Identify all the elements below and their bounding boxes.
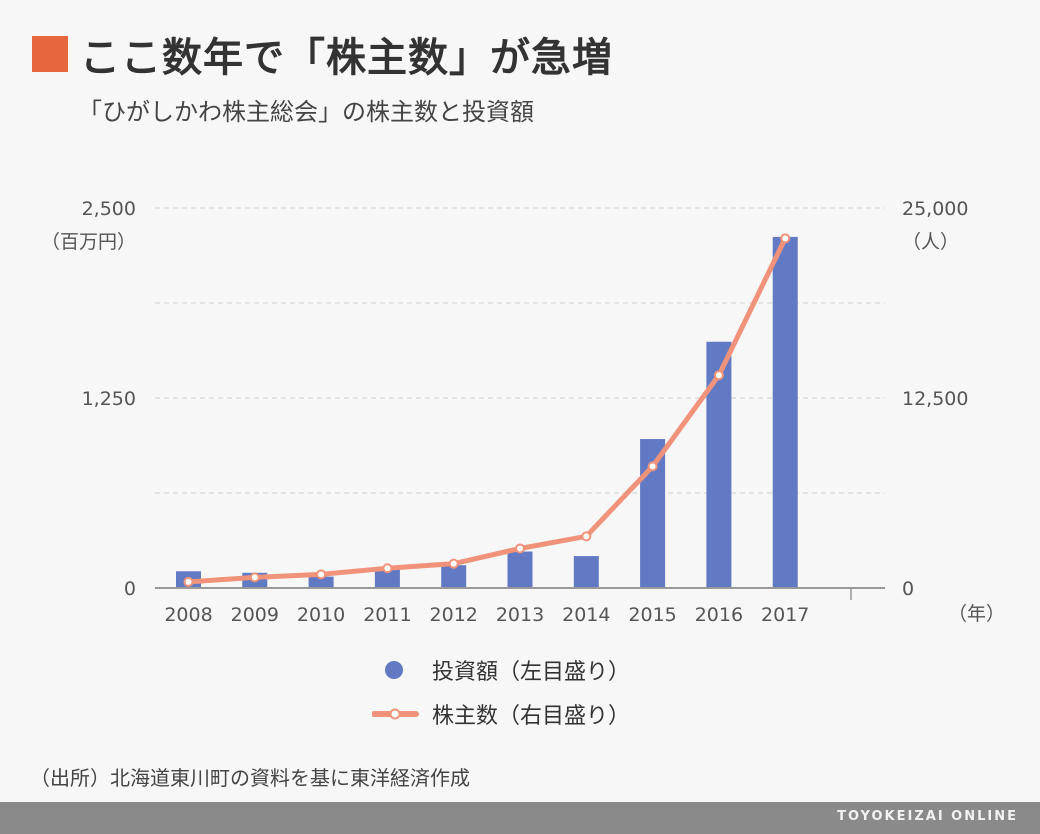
left-tick-label-2: 2,500 (82, 198, 136, 220)
legend-bar-marker-icon (372, 655, 420, 685)
line-point-2011 (382, 563, 393, 574)
line-point-2014 (581, 531, 592, 542)
footer-brand: TOYOKEIZAI ONLINE (837, 809, 1018, 824)
axes: 2008 2009 2010 2011 2012 2013 2014 2015 2016 2017… (82, 198, 969, 626)
x-axis-unit: （年） (948, 603, 1005, 625)
left-axis-unit: （百万円） (41, 231, 136, 253)
line-point-2008 (183, 576, 194, 587)
legend-item-line: 株主数（右目盛り） (371, 692, 631, 736)
x-tick-label-2017: 2017 (761, 604, 809, 626)
grid-lines (155, 207, 885, 494)
x-tick-label-2009: 2009 (231, 604, 279, 626)
line-point-2010 (316, 569, 327, 580)
bar-2011 (374, 568, 400, 588)
line-path (186, 235, 788, 585)
left-tick-label-0: 0 (124, 578, 136, 600)
legend-line-label: 株主数（右目盛り） (432, 704, 631, 729)
bar-2015 (640, 439, 666, 588)
line-point-2015 (647, 461, 658, 472)
x-tick-label-2011: 2011 (363, 604, 411, 626)
axis-labels: （百万円） （人） （年） (41, 231, 1005, 625)
x-tick-label-2015: 2015 (628, 604, 676, 626)
line-series (183, 233, 791, 587)
bar-series (176, 236, 798, 588)
title-square-icon (32, 36, 68, 72)
bar-2013 (507, 551, 533, 588)
bar-2012 (441, 565, 467, 588)
line-point-2017 (780, 233, 791, 244)
legend: 投資額（左目盛り） 株主数（右目盛り） (371, 648, 631, 736)
bar-2010 (308, 576, 334, 588)
line-point-2012 (448, 558, 459, 569)
x-tick-label-2010: 2010 (297, 604, 345, 626)
bar-2014 (573, 556, 599, 588)
right-tick-label-1: 12,500 (902, 388, 968, 410)
legend-item-bars: 投資額（左目盛り） (372, 648, 630, 692)
line-point-2016 (713, 370, 724, 381)
footer-bar: TOYOKEIZAI ONLINE (0, 802, 1040, 834)
left-tick-label-1: 1,250 (82, 388, 136, 410)
x-tick-label-2014: 2014 (562, 604, 610, 626)
x-tick-label-2012: 2012 (430, 604, 478, 626)
line-point-2013 (515, 543, 525, 554)
chart-title: ここ数年で「株主数」が急増 (80, 35, 613, 81)
x-tick-label-2008: 2008 (164, 604, 212, 626)
title-block: ここ数年で「株主数」が急増 (32, 24, 613, 84)
legend-line-marker-icon (371, 699, 420, 729)
source-note: （出所）北海道東川町の資料を基に東洋経済作成 (30, 766, 470, 790)
right-tick-label-0: 0 (902, 578, 914, 600)
line-point-2009 (249, 572, 260, 583)
legend-bar-label: 投資額（左目盛り） (432, 660, 631, 685)
bar-2017 (772, 236, 798, 588)
right-tick-label-2: 25,000 (902, 198, 968, 220)
x-tick-label-2016: 2016 (695, 604, 743, 626)
chart-subtitle: 「ひがしかわ株主総会」の株主数と投資額 (78, 98, 534, 126)
right-axis-unit: （人） (902, 231, 959, 253)
x-tick-label-2013: 2013 (496, 604, 544, 626)
